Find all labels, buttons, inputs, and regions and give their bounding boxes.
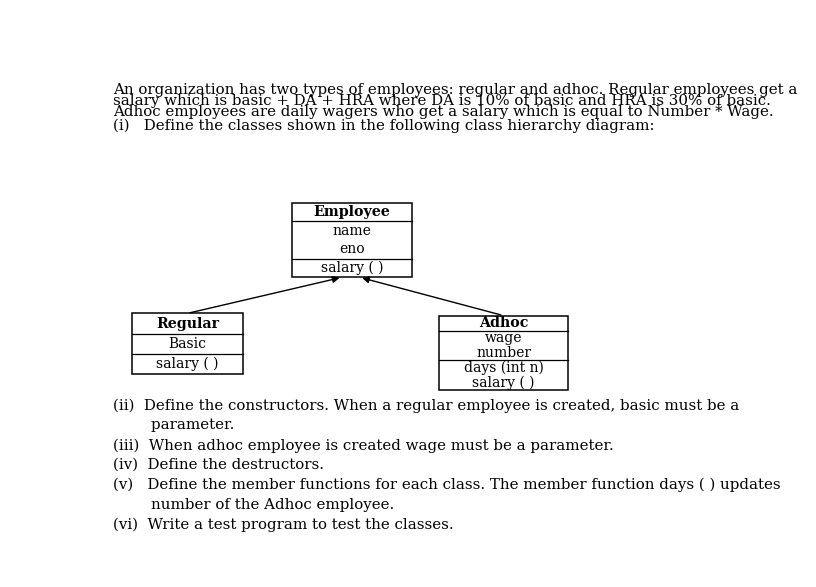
- Text: An organization has two types of employees: regular and adhoc. Regular employees: An organization has two types of employe…: [113, 83, 798, 97]
- Text: Adhoc employees are daily wagers who get a salary which is equal to Number * Wag: Adhoc employees are daily wagers who get…: [113, 105, 774, 119]
- Text: (iii)  When adhoc employee is created wage must be a parameter.: (iii) When adhoc employee is created wag…: [113, 438, 614, 453]
- Text: name: name: [332, 224, 371, 238]
- Text: Adhoc: Adhoc: [479, 316, 528, 330]
- Text: (iv)  Define the destructors.: (iv) Define the destructors.: [113, 458, 325, 472]
- Text: number: number: [476, 346, 531, 360]
- Text: salary ( ): salary ( ): [156, 357, 219, 372]
- Text: salary ( ): salary ( ): [472, 376, 534, 390]
- Text: Regular: Regular: [156, 316, 219, 330]
- Text: (v)   Define the member functions for each class. The member function days ( ) u: (v) Define the member functions for each…: [113, 478, 781, 492]
- Text: (vi)  Write a test program to test the classes.: (vi) Write a test program to test the cl…: [113, 518, 454, 532]
- Text: days (int n): days (int n): [463, 360, 543, 375]
- Text: (i)   Define the classes shown in the following class hierarchy diagram:: (i) Define the classes shown in the foll…: [113, 119, 655, 133]
- Text: eno: eno: [339, 242, 365, 257]
- Text: salary ( ): salary ( ): [321, 261, 383, 275]
- Text: salary which is basic + DA + HRA where DA is 10% of basic and HRA is 30% of basi: salary which is basic + DA + HRA where D…: [113, 94, 771, 108]
- Text: Employee: Employee: [313, 205, 390, 219]
- Text: parameter.: parameter.: [113, 419, 235, 432]
- Bar: [439, 316, 569, 390]
- Text: number of the Adhoc employee.: number of the Adhoc employee.: [113, 498, 395, 512]
- Text: Basic: Basic: [168, 337, 206, 351]
- Bar: [292, 203, 412, 277]
- Bar: [132, 313, 242, 375]
- Text: (ii)  Define the constructors. When a regular employee is created, basic must be: (ii) Define the constructors. When a reg…: [113, 399, 739, 413]
- Text: wage: wage: [485, 331, 522, 345]
